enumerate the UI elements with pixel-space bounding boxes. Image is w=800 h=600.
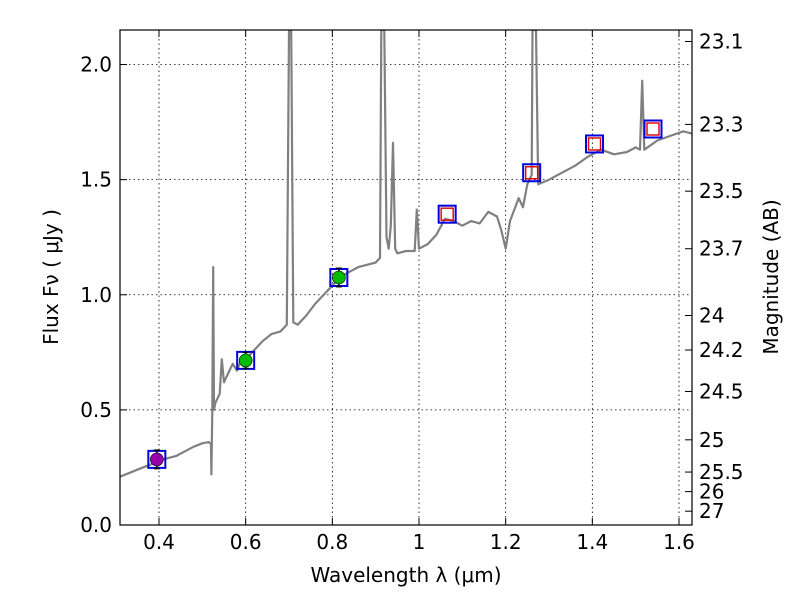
x-tick-label: 0.6 — [230, 530, 262, 554]
x-tick-label: 1.4 — [576, 530, 608, 554]
model-flux-square — [585, 134, 604, 154]
upper-limit-square — [440, 207, 454, 221]
observed-flux-point — [238, 353, 253, 368]
x-tick-label: 0.4 — [143, 530, 175, 554]
y-tick-label: 1.5 — [80, 168, 112, 192]
x-tick-label: 0.8 — [316, 530, 348, 554]
right-tick-label: 23.3 — [699, 112, 744, 136]
model-flux-square — [437, 204, 457, 224]
spectrum-series — [120, 30, 692, 478]
y-axis-title: Flux Fν ( μJy ) — [39, 209, 63, 345]
right-tick-label: 23.1 — [699, 30, 744, 54]
x-tick-label: 1.6 — [663, 530, 695, 554]
x-tick-label: 1.2 — [490, 530, 522, 554]
right-tick-label: 25.5 — [699, 460, 744, 484]
right-tick-label: 26 — [699, 480, 724, 504]
y-axis-ticks: 0.0 0.5 1.0 1.5 2.0 — [80, 53, 127, 537]
right-axis-title: Magnitude (AB) — [759, 199, 783, 354]
y-tick-label: 0.0 — [80, 513, 112, 537]
observed-flux-point — [332, 270, 346, 285]
right-tick-label: 24.2 — [699, 338, 744, 362]
right-tick-label: 25 — [699, 428, 724, 452]
right-tick-label: 27 — [699, 499, 724, 523]
grid-lines — [120, 30, 692, 526]
y-tick-label: 0.5 — [80, 398, 112, 422]
y-tick-label: 1.0 — [80, 283, 112, 307]
x-axis-ticks: 0.4 0.6 0.8 1 1.2 1.4 1.6 — [143, 30, 695, 554]
x-axis-title: Wavelength λ (μm) — [310, 563, 501, 587]
right-tick-label: 23.7 — [699, 237, 744, 261]
model-flux-square — [522, 163, 542, 183]
y-tick-label: 2.0 — [80, 53, 112, 77]
upper-limit-square — [587, 137, 602, 151]
upper-limit-square — [646, 122, 660, 136]
photometry-points — [147, 119, 663, 470]
right-tick-label: 24 — [699, 303, 724, 327]
spectrum-line — [120, 30, 692, 478]
right-tick-label: 24.5 — [699, 379, 744, 403]
observed-flux-point — [150, 452, 164, 467]
x-tick-label: 1 — [413, 530, 426, 554]
upper-limit-square — [524, 166, 539, 180]
plot-frame — [119, 29, 693, 526]
right-tick-label: 23.5 — [699, 179, 744, 203]
plot-area — [120, 30, 692, 525]
model-flux-square — [643, 119, 663, 139]
